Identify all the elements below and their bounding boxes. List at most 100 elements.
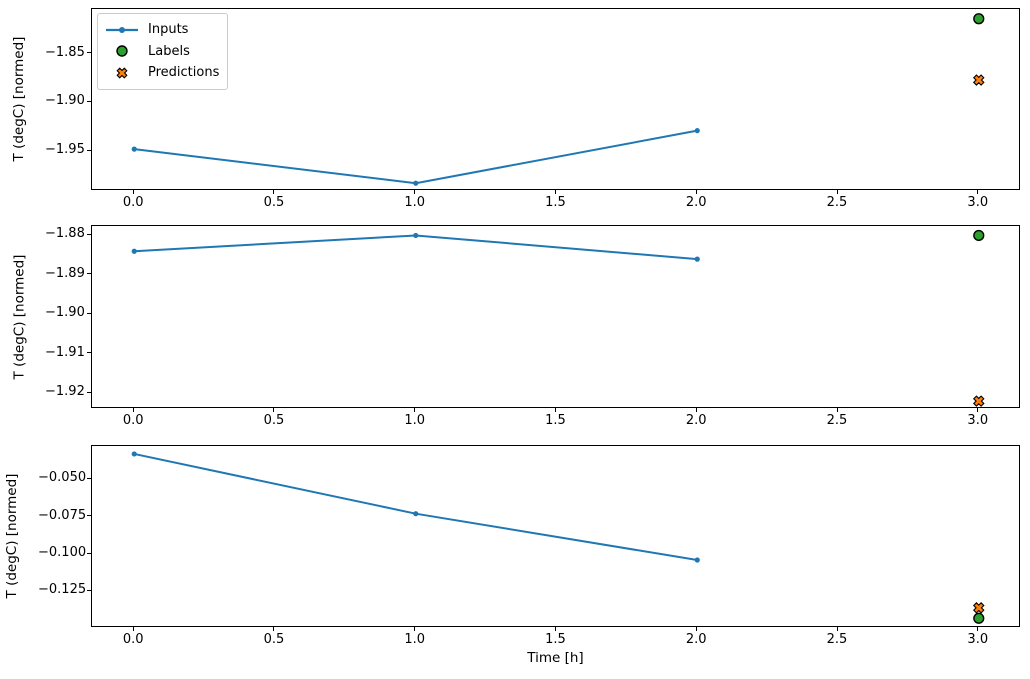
y-tick	[87, 273, 91, 275]
prediction-marker	[972, 74, 985, 86]
inputs-point	[413, 511, 419, 517]
label-marker	[973, 612, 985, 624]
x-tick	[695, 408, 697, 412]
label-marker	[973, 13, 985, 25]
y-tick	[87, 149, 91, 151]
x-tick-label: 2.5	[826, 413, 848, 428]
x-tick-label: 0.5	[263, 413, 285, 428]
y-tick	[87, 391, 91, 393]
x-axis-title: Time [h]	[527, 650, 584, 666]
y-axis-title: T (degC) [normed]	[11, 254, 27, 379]
y-tick-label: −0.075	[38, 507, 87, 523]
subplot-1-plot	[131, 13, 985, 186]
x-tick-label: 1.5	[545, 413, 566, 428]
x-tick	[836, 408, 838, 412]
x-tick-label: 0.5	[263, 632, 285, 647]
legend-label-labels: Labels	[148, 43, 190, 59]
legend-item-labels: Labels	[105, 41, 219, 63]
x-tick	[273, 190, 275, 194]
x-tick-label: 1.0	[404, 413, 426, 428]
inputs-line	[134, 234, 698, 261]
y-tick-label: −0.100	[38, 545, 87, 561]
subplot-1-axes	[91, 8, 1020, 190]
predictions-x-icon	[105, 66, 139, 80]
label-marker	[973, 229, 985, 242]
x-tick	[555, 408, 556, 412]
x-tick-label: 1.0	[404, 195, 426, 210]
subplot-3-plot	[131, 451, 985, 624]
x-tick-label: 3.0	[967, 195, 989, 210]
inputs-point	[131, 451, 137, 457]
legend-item-inputs: Inputs	[105, 19, 219, 41]
x-tick	[836, 627, 838, 631]
y-axis-title: T (degC) [normed]	[4, 473, 20, 599]
x-tick	[555, 190, 556, 194]
subplot-3-axes	[91, 445, 1020, 627]
inputs-point	[413, 180, 419, 186]
x-tick-label: 0.0	[122, 632, 144, 647]
subplot-2-plot	[131, 229, 985, 407]
inputs-line-icon	[105, 23, 139, 37]
x-tick	[695, 627, 697, 631]
y-tick-label: −1.90	[45, 93, 85, 109]
x-tick-label: 2.0	[685, 195, 707, 210]
inputs-point	[694, 128, 700, 134]
x-tick-label: 2.5	[826, 195, 848, 210]
y-tick	[87, 233, 91, 235]
y-tick-label: −0.125	[38, 582, 87, 598]
inputs-point	[131, 248, 137, 254]
legend: Inputs Labels Predictions	[97, 13, 228, 90]
x-tick-label: 1.5	[545, 632, 566, 647]
x-tick	[977, 627, 979, 631]
prediction-marker	[972, 395, 985, 407]
y-tick	[87, 52, 91, 54]
subplot-2-axes	[91, 225, 1020, 408]
x-tick-label: 0.5	[263, 195, 285, 210]
x-tick-label: 3.0	[967, 632, 989, 647]
y-tick	[87, 515, 91, 517]
y-tick	[87, 312, 91, 314]
x-tick-label: 0.0	[122, 413, 144, 428]
y-axis-title: T (degC) [normed]	[11, 36, 27, 162]
y-tick	[87, 477, 91, 479]
y-tick-label: −1.95	[45, 142, 85, 158]
x-tick-label: 2.5	[826, 632, 848, 647]
x-tick	[273, 627, 275, 631]
y-tick-label: −1.85	[45, 44, 85, 60]
x-tick	[132, 190, 134, 194]
x-tick-label: 3.0	[967, 413, 989, 428]
inputs-point	[131, 146, 137, 152]
x-tick	[414, 627, 416, 631]
x-tick	[836, 190, 838, 194]
legend-label-predictions: Predictions	[148, 65, 220, 81]
y-tick-label: −1.88	[45, 226, 85, 242]
inputs-line	[134, 452, 698, 561]
x-tick	[977, 408, 979, 412]
x-tick	[555, 627, 556, 631]
y-tick	[87, 100, 91, 102]
x-tick-label: 2.0	[685, 632, 707, 647]
labels-circle-icon	[105, 44, 139, 58]
inputs-point	[694, 557, 700, 563]
x-tick-label: 0.0	[122, 195, 144, 210]
legend-label-inputs: Inputs	[148, 22, 189, 38]
x-tick	[695, 190, 697, 194]
y-tick-label: −1.90	[45, 305, 85, 321]
inputs-point	[413, 232, 419, 239]
x-tick-label: 1.5	[545, 195, 566, 210]
y-tick	[87, 589, 91, 591]
y-tick-label: −1.92	[45, 384, 85, 400]
x-tick-label: 1.0	[404, 632, 426, 647]
x-tick	[414, 190, 416, 194]
inputs-line	[134, 129, 698, 185]
legend-item-predictions: Predictions	[105, 62, 219, 84]
x-tick	[132, 627, 134, 631]
y-tick-label: −0.050	[38, 470, 87, 486]
y-tick	[87, 352, 91, 354]
x-tick-label: 2.0	[685, 413, 707, 428]
y-tick-label: −1.89	[45, 265, 85, 281]
y-tick-label: −1.91	[45, 344, 85, 360]
x-tick	[414, 408, 416, 412]
y-tick	[87, 552, 91, 554]
